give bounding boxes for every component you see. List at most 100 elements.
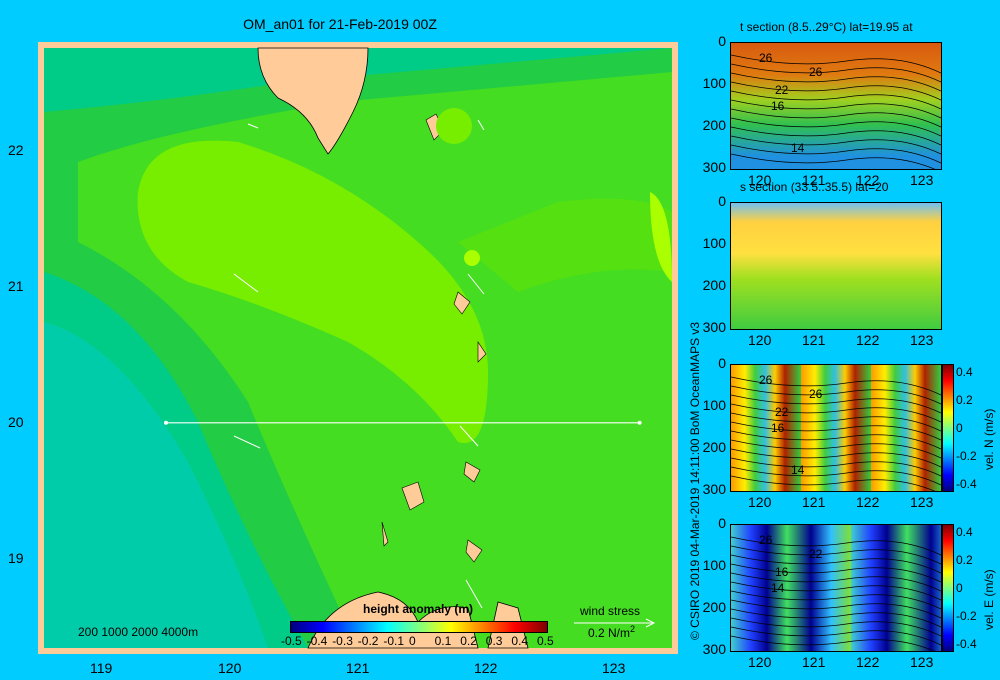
section-y-tick-label: 200 [702, 599, 726, 615]
contour-label: 22 [775, 83, 789, 97]
contour-lines [731, 203, 941, 329]
velocity-colorbar-label: vel. E (m/s) [982, 569, 996, 630]
section-x-tick-label: 121 [802, 654, 826, 670]
colorbar-gradient [290, 621, 548, 633]
wind-arrows [233, 119, 485, 609]
section-panel-plot: 26 26 22 16 14 [730, 42, 942, 170]
colorbar-tick-label: -0.2 [357, 634, 379, 648]
contour-lines [731, 54, 941, 169]
velocity-colorbar-tick: -0.4 [956, 637, 977, 651]
section-y-tick-label: 300 [702, 481, 726, 497]
section-y-tick-label: 0 [718, 355, 726, 371]
contour-label: 14 [771, 581, 785, 595]
section-x-tick-label: 123 [910, 332, 934, 348]
island-small [401, 481, 425, 511]
section-x-tick-label: 122 [856, 654, 880, 670]
contour-line [731, 126, 941, 146]
contour-lines [731, 376, 941, 491]
contour-label: 26 [759, 373, 773, 387]
contour-line [731, 590, 941, 610]
contour-line [731, 545, 941, 565]
field-region-east-edge [650, 192, 672, 282]
contour-line [731, 626, 941, 646]
contour-line [731, 99, 941, 119]
section-y-tick-label: 100 [702, 235, 726, 251]
field-blob [436, 108, 472, 144]
colorbar-tick-label: 0.3 [485, 634, 503, 648]
field-region-mid-east [458, 198, 672, 292]
section-x-tick-label: 123 [910, 494, 934, 510]
section-x-tick-label: 120 [748, 332, 772, 348]
section-x-tick-label: 121 [802, 332, 826, 348]
contour-line [731, 385, 941, 405]
contour-line [731, 536, 941, 556]
contour-label: 14 [791, 463, 805, 477]
section-x-tick-label: 123 [910, 172, 934, 188]
contour-label: 16 [775, 565, 789, 579]
map-y-tick-label: 21 [8, 277, 24, 294]
section-panel-plot: 26 22 16 14 [730, 524, 942, 652]
section-panel-title: s section (33.5..35.5) lat=20 [740, 180, 889, 194]
contour-line [731, 581, 941, 601]
section-y-tick-label: 100 [702, 397, 726, 413]
colorbar-tick-label: 0.1 [434, 634, 452, 648]
main-map [38, 42, 678, 654]
map-title: OM_an01 for 21-Feb-2019 00Z [243, 16, 437, 32]
island-small [465, 539, 483, 563]
colorbar-ticks: -0.5 -0.4 -0.3 -0.2 -0.1 0 0.1 0.2 0.3 0.4 0.5 [281, 633, 554, 648]
contour-label: 26 [809, 65, 823, 79]
contour-label: 26 [759, 533, 773, 547]
credit-text: © CSIRO 2019 04-Mar-2019 14:11:00 BoM Oc… [688, 321, 702, 640]
section-y-tick-label: 0 [718, 515, 726, 531]
contour-line [731, 554, 941, 574]
section-line [164, 420, 642, 425]
contour-label: 26 [809, 387, 823, 401]
section-y-tick-label: 0 [718, 193, 726, 209]
contour-line [731, 439, 941, 459]
contour-line [731, 153, 936, 169]
island-small [453, 291, 471, 315]
wind-scale-arrow [574, 618, 656, 628]
velocity-colorbar [942, 364, 954, 492]
section-x-tick-label: 123 [910, 654, 934, 670]
luzon-land [307, 591, 479, 649]
map-x-tick-label: 123 [602, 660, 626, 676]
contour-line [731, 72, 941, 92]
contour-line [731, 448, 941, 468]
colorbar-tick-label: -0.5 [281, 634, 302, 648]
map-y-tick-label: 22 [8, 141, 24, 158]
section-y-tick-label: 0 [718, 33, 726, 49]
velocity-colorbar-tick: -0.2 [956, 449, 977, 463]
island-small [477, 341, 487, 363]
wind-stress-label: wind stress [580, 604, 641, 618]
contour-line [731, 54, 941, 74]
contour-line [731, 430, 941, 450]
contour-line [731, 599, 941, 619]
contour-line [731, 108, 941, 128]
contour-line [731, 403, 941, 423]
section-y-tick-label: 300 [702, 159, 726, 175]
section-y-tick-label: 200 [702, 277, 726, 293]
contour-label: 16 [771, 421, 785, 435]
map-y-tick-label: 19 [8, 549, 24, 566]
contour-line [731, 81, 941, 101]
section-y-tick-label: 300 [702, 319, 726, 335]
section-y-tick-label: 300 [702, 641, 726, 657]
section-x-tick-label: 120 [748, 172, 772, 188]
contour-line [731, 376, 941, 396]
section-x-tick-label: 120 [748, 494, 772, 510]
section-panel-plot [730, 202, 942, 330]
contour-line [731, 144, 941, 164]
section-y-tick-label: 200 [702, 439, 726, 455]
contour-line [731, 421, 941, 441]
velocity-colorbar-tick: -0.2 [956, 609, 977, 623]
section-panel-plot: 26 26 22 16 14 [730, 364, 942, 492]
field-region-high [137, 140, 489, 444]
contour-line [731, 63, 941, 83]
contour-lines [731, 536, 941, 651]
contour-line [731, 90, 941, 110]
velocity-colorbar-tick: -0.4 [956, 477, 977, 491]
velocity-colorbar-tick: 0.4 [956, 365, 973, 379]
depth-legend: 200 1000 2000 4000m [78, 625, 199, 639]
section-x-tick-label: 122 [856, 332, 880, 348]
